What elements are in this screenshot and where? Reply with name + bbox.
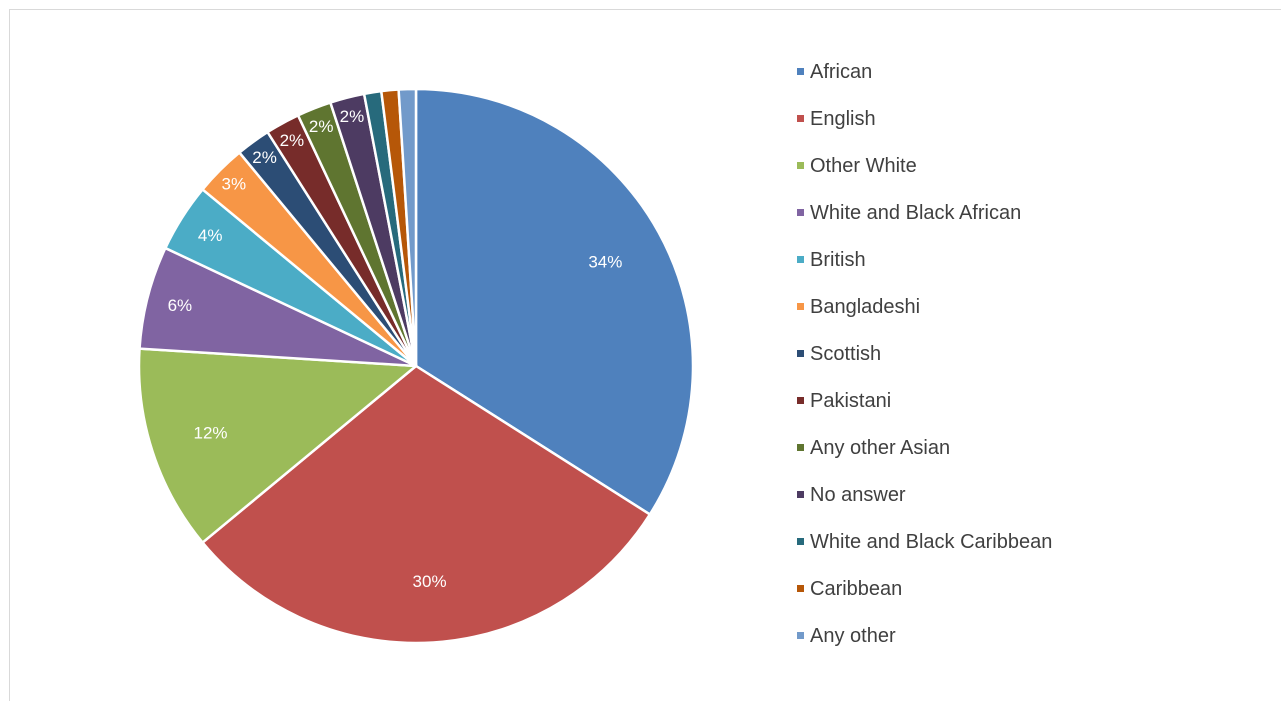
legend-swatch [797,209,804,216]
legend-swatch [797,115,804,122]
legend-item-1: English [797,107,1052,154]
legend-label: No answer [810,484,906,506]
legend-item-4: British [797,248,1052,295]
legend-item-3: White and Black African [797,201,1052,248]
legend-swatch [797,585,804,592]
legend-item-0: African [797,60,1052,107]
legend-label: Pakistani [810,390,892,412]
slice-data-label-2: 12% [193,423,227,442]
legend-item-12: Any other [797,624,1052,671]
legend-label: White and Black African [810,202,1022,224]
legend-item-10: White and Black Caribbean [797,530,1052,577]
legend-label: Any other Asian [810,437,951,459]
slice-data-label-7: 2% [280,131,305,150]
legend-label: Any other [810,625,896,647]
legend-label: Other White [810,155,917,177]
slice-data-label-3: 6% [168,296,193,315]
pie-slice-0 [414,87,695,516]
legend-label: Bangladeshi [810,296,921,318]
legend: African English Other White White and Black… [797,60,1052,671]
legend-swatch [797,632,804,639]
legend-swatch [797,68,804,75]
legend-swatch [797,538,804,545]
legend-swatch [797,303,804,310]
legend-swatch [797,491,804,498]
legend-label: White and Black Caribbean [810,531,1053,553]
legend-label: African [810,61,873,83]
legend-swatch [797,444,804,451]
legend-item-5: Bangladeshi [797,295,1052,342]
slice-data-label-1: 30% [413,572,447,591]
legend-swatch [797,397,804,404]
legend-item-7: Pakistani [797,389,1052,436]
legend-item-2: Other White [797,154,1052,201]
legend-label: British [810,249,866,271]
legend-item-6: Scottish [797,342,1052,389]
legend-swatch [797,350,804,357]
slice-data-label-4: 4% [198,226,223,245]
pie-slice-12 [397,87,418,368]
slice-data-label-8: 2% [309,117,334,136]
legend-label: English [810,108,876,130]
slice-data-label-9: 2% [340,107,365,126]
legend-label: Scottish [810,343,882,365]
pie-slice-1 [201,364,652,645]
slice-data-label-6: 2% [252,148,277,167]
legend-item-9: No answer [797,483,1052,530]
legend-item-8: Any other Asian [797,436,1052,483]
legend-label: Caribbean [810,578,903,600]
legend-swatch [797,162,804,169]
legend-swatch [797,256,804,263]
slice-data-label-5: 3% [222,174,247,193]
legend-item-11: Caribbean [797,577,1052,624]
chart-frame [9,9,1281,701]
pie-slice-2 [137,347,418,544]
slice-data-label-0: 34% [588,252,622,271]
